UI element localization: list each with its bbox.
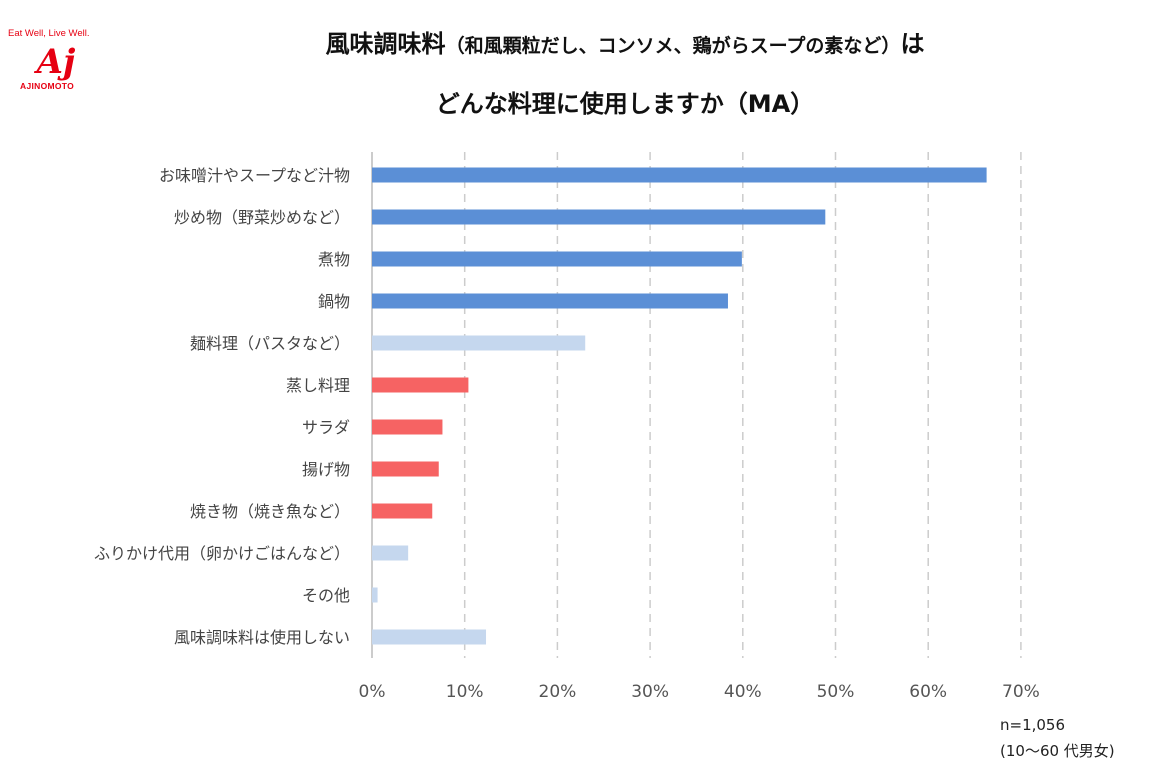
category-label: 麺料理（パスタなど） [190,334,350,353]
x-tick-label: 10% [446,682,484,702]
bar [372,587,378,603]
ajinomoto-logo: Eat Well, Live Well. Aj AJINOMOTO [8,28,108,98]
x-tick-label: 20% [539,682,577,702]
x-tick-label: 0% [359,682,386,702]
x-tick-label: 50% [817,682,855,702]
category-label: 鍋物 [318,292,350,311]
x-tick-label: 60% [909,682,947,702]
title-end: は [900,30,925,58]
title-parenthetical: （和風顆粒だし、コンソメ、鶏がらスープの素など） [445,35,901,57]
bar [372,419,443,435]
category-label: 風味調味料は使用しない [174,628,350,647]
svg-text:Aj: Aj [34,42,76,81]
bar [372,545,409,561]
bar [372,629,487,645]
x-tick-label: 70% [1002,682,1040,702]
x-tick-label: 30% [631,682,669,702]
bar [372,461,439,477]
category-label: サラダ [302,418,350,437]
category-label: 揚げ物 [302,460,350,479]
bar [372,503,433,519]
bar [372,293,728,309]
logo-brand-name: AJINOMOTO [20,81,75,91]
category-label: ふりかけ代用（卵かけごはんなど） [94,544,350,563]
category-label: その他 [302,586,350,605]
category-label: 焼き物（焼き魚など） [190,502,350,521]
bar [372,167,987,183]
bar [372,251,742,267]
x-tick-label: 40% [724,682,762,702]
demographic-note: (10～60 代男女) [1000,742,1115,760]
bar [372,335,586,351]
category-label: お味噌汁やスープなど汁物 [159,166,350,185]
category-label: 蒸し料理 [286,376,350,395]
bar [372,377,469,393]
title-main: 風味調味料 [325,30,446,58]
logo-tagline: Eat Well, Live Well. [8,28,90,39]
aj-logo-mark: Aj [34,42,76,81]
chart-title-line1: 風味調味料（和風顆粒だし、コンソメ、鶏がらスープの素など）は [160,24,1090,59]
category-label: 煮物 [318,250,350,269]
bar [372,209,826,225]
chart-title-line2: どんな料理に使用しますか（MA） [435,90,815,118]
category-label: 炒め物（野菜炒めなど） [174,208,350,227]
sample-size-note: n=1,056 [1000,716,1066,734]
